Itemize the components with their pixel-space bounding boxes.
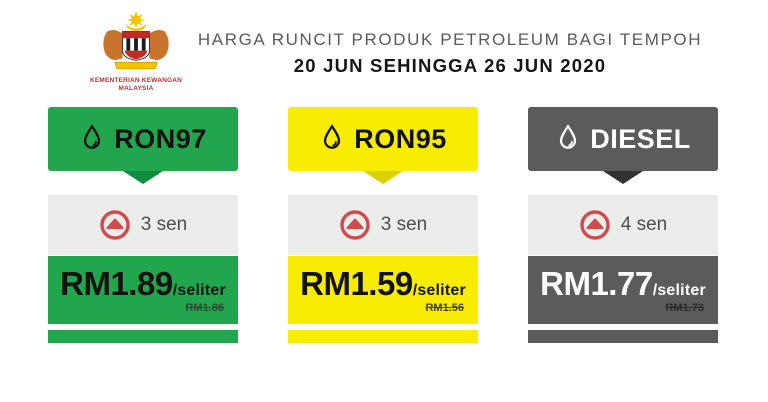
current-price: RM1.59	[300, 264, 413, 302]
card-footer-bar	[528, 330, 718, 343]
fuel-drop-icon	[324, 124, 341, 149]
fuel-card-header: DIESEL	[528, 107, 718, 171]
previous-price: RM1.86	[185, 301, 224, 314]
previous-price: RM1.73	[665, 301, 704, 314]
fuel-card-header: RON97	[48, 107, 238, 171]
fuel-card-ron97: RON97 3 sen RM1.89/seliter RM1.86	[48, 107, 238, 343]
price-panel: RM1.77/seliter RM1.73	[528, 256, 718, 324]
fuel-drop-icon	[560, 124, 577, 149]
fuel-card-ron95: RON95 3 sen RM1.59/seliter RM1.56	[288, 107, 478, 343]
price-change-amount: 3 sen	[140, 214, 188, 235]
logo-caption-line1: KEMENTERIAN KEWANGAN	[89, 77, 183, 84]
price-increase-icon	[580, 210, 610, 240]
fuel-name: RON97	[114, 123, 207, 154]
logo-caption: KEMENTERIAN KEWANGAN MALAYSIA	[84, 77, 188, 93]
pointer-down-arrow	[123, 171, 163, 184]
poster-period: 20 JUN SEHINGGA 26 JUN 2020	[293, 55, 607, 76]
fuel-drop-icon	[84, 124, 101, 149]
card-footer-bar	[48, 330, 238, 343]
header-titles: HARGA RUNCIT PRODUK PETROLEUM BAGI TEMPO…	[170, 30, 730, 77]
ministry-logo: KEMENTERIAN KEWANGAN MALAYSIA	[84, 10, 188, 93]
price-increase-icon	[100, 210, 130, 240]
price-unit: /seliter	[172, 281, 226, 299]
price-change-amount: 3 sen	[380, 214, 428, 235]
fuel-name: RON95	[354, 123, 447, 154]
pointer-down-arrow	[603, 171, 643, 184]
malaysia-coat-of-arms-icon	[103, 11, 169, 70]
current-price: RM1.89	[60, 264, 173, 302]
fuel-card-header: RON95	[288, 107, 478, 171]
price-change-amount: 4 sen	[620, 214, 668, 235]
card-footer-bar	[288, 330, 478, 343]
logo-caption-line2: MALAYSIA	[118, 85, 154, 93]
price-panel: RM1.89/seliter RM1.86	[48, 256, 238, 324]
price-unit: /seliter	[652, 281, 706, 299]
price-increase-icon	[340, 210, 370, 240]
pointer-down-arrow	[363, 171, 403, 184]
price-change-row: 3 sen	[48, 195, 238, 255]
previous-price: RM1.56	[425, 301, 464, 314]
price-change-row: 4 sen	[528, 195, 718, 255]
poster-title: HARGA RUNCIT PRODUK PETROLEUM BAGI TEMPO…	[197, 30, 703, 49]
price-panel: RM1.59/seliter RM1.56	[288, 256, 478, 324]
price-unit: /seliter	[412, 281, 466, 299]
fuel-card-diesel: DIESEL 4 sen RM1.77/seliter RM1.73	[528, 107, 718, 343]
current-price: RM1.77	[540, 264, 653, 302]
fuel-name: DIESEL	[590, 123, 691, 154]
price-change-row: 3 sen	[288, 195, 478, 255]
